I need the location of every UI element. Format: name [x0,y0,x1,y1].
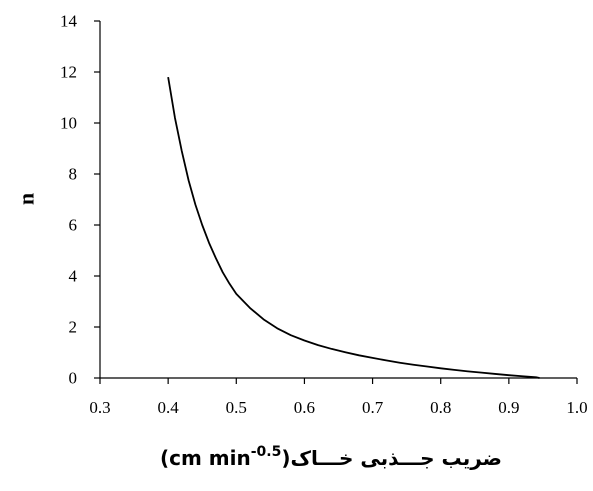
x-tick-label: 0.5 [226,398,247,417]
y-ticks: 0 2 4 6 8 10 12 14 [60,12,100,388]
x-tick-label: 0.6 [294,398,315,417]
x-axis-label-unit: cm min [169,446,251,470]
y-tick-label: 2 [69,318,78,337]
series-layer [167,76,540,379]
x-axis-label-persian: ضریب جـــذبی خـــاک [290,446,502,470]
x-axis-label-paren-open: ( [160,446,169,470]
y-tick-label: 12 [60,63,77,82]
x-tick-label: 0.3 [89,398,110,417]
x-tick-label: 1.0 [566,398,587,417]
y-axis-label: n [14,193,39,205]
x-tick-label: 0.9 [498,398,519,417]
x-axis-label-paren-close: ) [281,446,290,470]
series-line [167,76,540,379]
y-tick-label: 8 [69,165,78,184]
y-tick-label: 10 [60,114,77,133]
y-tick-label: 4 [69,267,78,286]
y-tick-label: 14 [60,12,78,31]
x-ticks: 0.3 0.4 0.5 0.6 0.7 0.8 0.9 1.0 [89,378,588,417]
x-tick-label: 0.7 [362,398,384,417]
x-tick-label: 0.4 [158,398,180,417]
x-tick-label: 0.8 [430,398,451,417]
x-axis-label: (cm min-0.5)ضریب جـــذبی خـــاک [160,444,502,470]
x-axis-label-exponent: -0.5 [251,444,282,460]
y-tick-label: 0 [69,369,78,388]
y-tick-label: 6 [69,216,78,235]
